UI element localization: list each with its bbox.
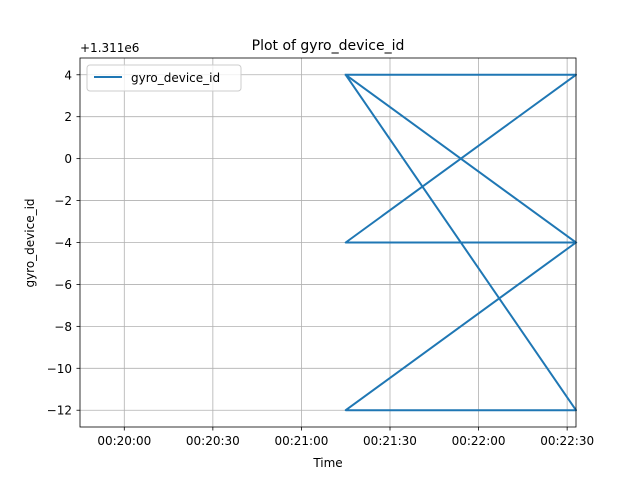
y-axis-label: gyro_device_id <box>23 198 37 287</box>
y-tick-label: 0 <box>64 152 72 166</box>
series-line <box>344 73 578 412</box>
y-tick-label: −10 <box>47 362 72 376</box>
x-axis-label: Time <box>312 456 342 470</box>
ticks: 00:20:00 00:20:30 00:21:00 00:21:30 00:22:00… <box>47 68 594 448</box>
y-offset-label: +1.311e6 <box>80 41 139 55</box>
x-tick-label: 00:21:00 <box>274 434 328 448</box>
legend-box <box>86 64 242 92</box>
x-tick-label: 00:22:00 <box>452 434 506 448</box>
legend: gyro_device_id <box>86 64 242 92</box>
x-tick-label: 00:20:30 <box>186 434 240 448</box>
chart-title: Plot of gyro_device_id <box>252 38 405 54</box>
y-tick-label: −8 <box>54 320 72 334</box>
y-tick-label: −4 <box>54 236 72 250</box>
y-tick-label: −2 <box>54 194 72 208</box>
legend-label: gyro_device_id <box>131 71 220 85</box>
y-tick-label: −12 <box>47 404 72 418</box>
x-tick-label: 00:21:30 <box>363 434 417 448</box>
y-tick-label: −6 <box>54 278 72 292</box>
y-tick-label: 4 <box>64 68 72 82</box>
y-tick-label: 2 <box>64 110 72 124</box>
x-tick-label: 00:20:00 <box>97 434 151 448</box>
series-group <box>344 73 578 412</box>
x-tick-label: 00:22:30 <box>540 434 594 448</box>
